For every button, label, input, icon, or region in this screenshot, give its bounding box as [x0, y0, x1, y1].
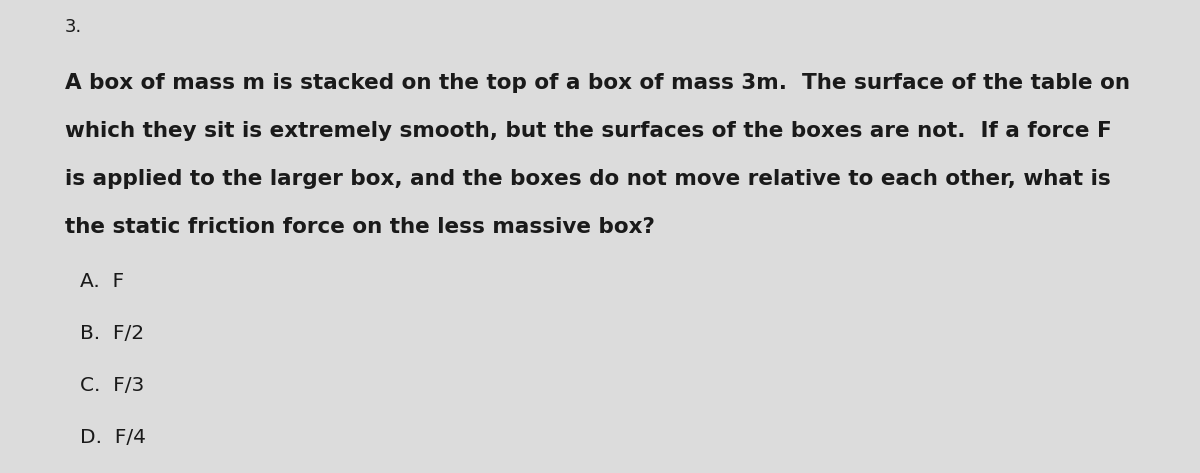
Text: the static friction force on the less massive box?: the static friction force on the less ma… — [65, 217, 655, 237]
Text: 3.: 3. — [65, 18, 83, 36]
Text: C.  F/3: C. F/3 — [80, 376, 144, 395]
Text: A.  F: A. F — [80, 272, 124, 291]
Text: A box of mass m is stacked on the top of a box of mass 3m.  The surface of the t: A box of mass m is stacked on the top of… — [65, 73, 1130, 93]
Text: is applied to the larger box, and the boxes do not move relative to each other, : is applied to the larger box, and the bo… — [65, 169, 1111, 189]
Text: D.  F/4: D. F/4 — [80, 428, 146, 447]
Text: B.  F/2: B. F/2 — [80, 324, 144, 343]
Text: which they sit is extremely smooth, but the surfaces of the boxes are not.  If a: which they sit is extremely smooth, but … — [65, 121, 1111, 141]
